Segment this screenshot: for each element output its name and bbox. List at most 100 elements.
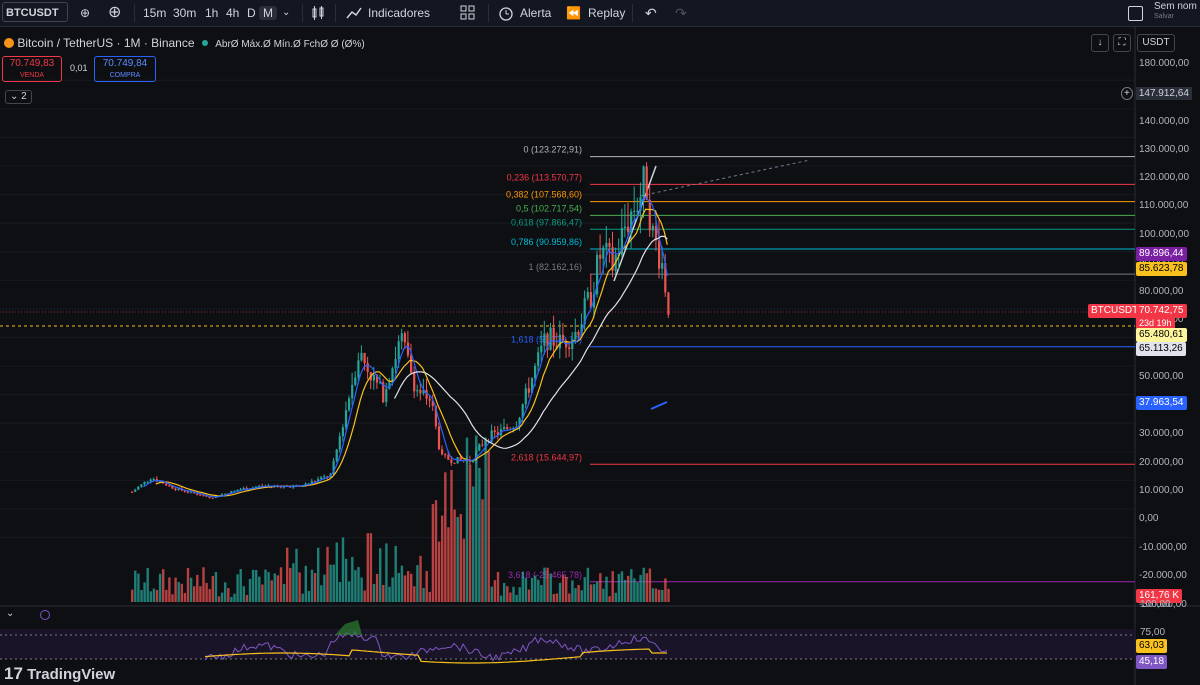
volume-bar — [509, 592, 512, 602]
indicators-icon[interactable] — [346, 5, 362, 21]
undo-icon[interactable]: ↶ — [645, 5, 657, 21]
chevron-down-icon[interactable]: ⌄ — [282, 7, 291, 18]
fullscreen-icon[interactable]: ⛶ — [1113, 34, 1131, 52]
candle-body — [224, 493, 227, 495]
alert-clock-icon[interactable] — [497, 4, 515, 22]
buy-button[interactable]: 70.749,84 COMPRA — [94, 56, 156, 82]
volume-bar — [512, 586, 515, 602]
rsi-collapse-icon[interactable]: ⌄ — [6, 608, 15, 619]
candle-body — [348, 398, 351, 411]
candle-body — [490, 430, 493, 442]
candle-body — [586, 292, 589, 299]
candle-body — [379, 382, 382, 384]
volume-bar — [391, 577, 394, 602]
replay-button[interactable]: Replay — [588, 6, 626, 20]
sell-button[interactable]: 70.749,83 VENDA — [2, 56, 62, 82]
market-status-icon — [201, 40, 208, 46]
volume-bar — [416, 565, 419, 602]
layout-icon[interactable] — [1128, 6, 1143, 21]
last-price-label: 70.742,75 — [1136, 304, 1187, 318]
volume-bar — [217, 596, 221, 602]
symbol-title[interactable]: Bitcoin / TetherUS · 1M · Binance — [17, 36, 195, 50]
candle-body — [428, 398, 431, 401]
candle-body — [633, 210, 636, 212]
candle-body — [211, 497, 214, 499]
volume-bar — [242, 586, 245, 602]
volume-bar — [341, 537, 345, 602]
volume-bar — [406, 571, 410, 602]
volume-bar — [338, 581, 342, 602]
candle-body — [543, 333, 546, 346]
add-plus-icon[interactable]: + — [1121, 87, 1133, 100]
sell-label: VENDA — [19, 72, 45, 79]
fib-level-label: 0 (123.272,91) — [523, 145, 582, 155]
candle-body — [137, 486, 140, 490]
ma1-label: 65.480,61 — [1136, 328, 1187, 342]
volume-bar — [230, 596, 233, 602]
ma-yellow-line — [155, 208, 668, 497]
volume-bar — [149, 591, 152, 602]
price-tick: 100.000,00 — [1139, 229, 1190, 240]
currency-select[interactable]: USDT — [1137, 34, 1175, 52]
volume-bar — [602, 588, 605, 602]
volume-bar — [295, 548, 298, 602]
volume-bar — [484, 437, 487, 602]
candle-body — [521, 404, 524, 418]
volume-bar — [620, 571, 624, 602]
symbol-search-button[interactable]: BTCUSDT — [2, 2, 68, 22]
candle-body — [338, 436, 341, 450]
compare-icon[interactable]: ⊕ — [80, 6, 91, 20]
divider — [335, 4, 336, 22]
candle-body — [372, 374, 375, 381]
timeframe-d[interactable]: D — [247, 6, 256, 20]
indicators-button[interactable]: Indicadores — [368, 6, 431, 20]
indicator-collapse-toggle[interactable]: ⌄ 2 — [5, 90, 32, 104]
download-icon[interactable]: ↓ — [1091, 34, 1109, 52]
price-label-2: 85.623,78 — [1136, 262, 1187, 276]
volume-bar — [630, 569, 633, 602]
candle-body — [534, 365, 537, 379]
timeframe-m-active[interactable]: M — [259, 6, 277, 20]
volume-bar — [233, 593, 236, 602]
candle-body — [568, 347, 571, 350]
volume-bar — [596, 581, 599, 602]
volume-bar — [211, 576, 214, 602]
price-tick: -30.000,00 — [1139, 599, 1187, 610]
account-area[interactable]: Sem nom Salvar — [1154, 2, 1197, 22]
candle-body — [220, 494, 224, 496]
timeframe-15m[interactable]: 15m — [143, 6, 167, 20]
volume-label: 161,76 K — [1136, 589, 1183, 603]
volume-bar — [627, 575, 630, 602]
candle-body — [183, 490, 186, 492]
volume-bar — [385, 543, 388, 602]
price-tick: 10.000,00 — [1139, 485, 1184, 496]
main-chart[interactable]: 0 (123.272,91) 0,236 (113.570,77) 0,382 (1… — [0, 26, 1200, 685]
volume-bar — [658, 589, 661, 602]
candle-body — [630, 211, 633, 233]
divider — [302, 4, 303, 22]
volume-bar — [571, 580, 574, 602]
volume-bar — [431, 504, 435, 602]
candle-body — [425, 389, 428, 399]
candle-body — [388, 382, 391, 389]
volume-bar — [577, 585, 580, 602]
layout-grid-icon[interactable] — [460, 5, 476, 21]
alert-button[interactable]: Alerta — [520, 6, 552, 20]
candle-body — [493, 430, 496, 433]
timeframe-1h[interactable]: 1h — [205, 6, 219, 20]
replay-icon[interactable]: ⏪ — [566, 6, 581, 20]
volume-bar — [236, 574, 239, 602]
timeframe-4h[interactable]: 4h — [226, 6, 240, 20]
candle-body — [255, 486, 258, 488]
volume-bar — [298, 572, 301, 602]
add-symbol-icon[interactable]: ⊕ — [108, 4, 122, 21]
rsi-tick-75: 75,00 — [1140, 627, 1166, 638]
rsi-indicator-icon[interactable] — [40, 610, 50, 620]
candle-body — [239, 489, 242, 491]
candle-type-icon[interactable] — [310, 5, 326, 21]
watermark-text: TradingView — [27, 666, 116, 683]
timeframe-30m[interactable]: 30m — [173, 6, 197, 20]
volume-bar — [152, 588, 156, 602]
candle-body — [189, 491, 193, 493]
volume-bar — [468, 464, 472, 602]
